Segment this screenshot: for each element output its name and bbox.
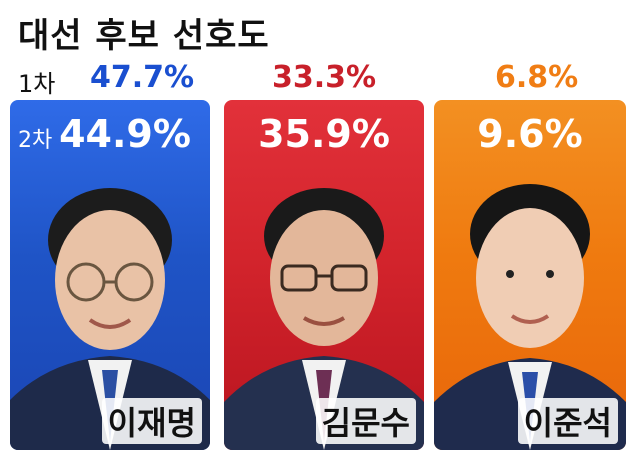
candidate-name-lee-junseok: 이준석 [517,398,618,444]
candidate-card-lee-jaemyung: 2차 44.9% 이재명 [10,100,210,450]
round2-value-lee-junseok: 9.6% [477,112,583,156]
round1-label: 1차 [18,70,56,98]
portrait-lee-junseok [434,184,626,450]
candidate-name-lee-jaemyung: 이재명 [101,398,202,444]
chart-title: 대선 후보 선호도 [18,16,270,56]
round1-value-lee-jaemyung: 47.7% [90,60,195,95]
round2-value-kim-moonsoo: 35.9% [258,112,390,156]
candidate-card-kim-moonsoo: 35.9% 김문수 [224,100,424,450]
round1-value-lee-junseok: 6.8% [495,60,579,95]
round2-label: 2차 [18,128,53,153]
round1-value-kim-moonsoo: 33.3% [272,60,377,95]
round2-value-lee-jaemyung: 44.9% [59,112,191,156]
candidate-name-kim-moonsoo: 김문수 [315,398,416,444]
candidate-card-lee-junseok: 9.6% 이준석 [434,100,626,450]
